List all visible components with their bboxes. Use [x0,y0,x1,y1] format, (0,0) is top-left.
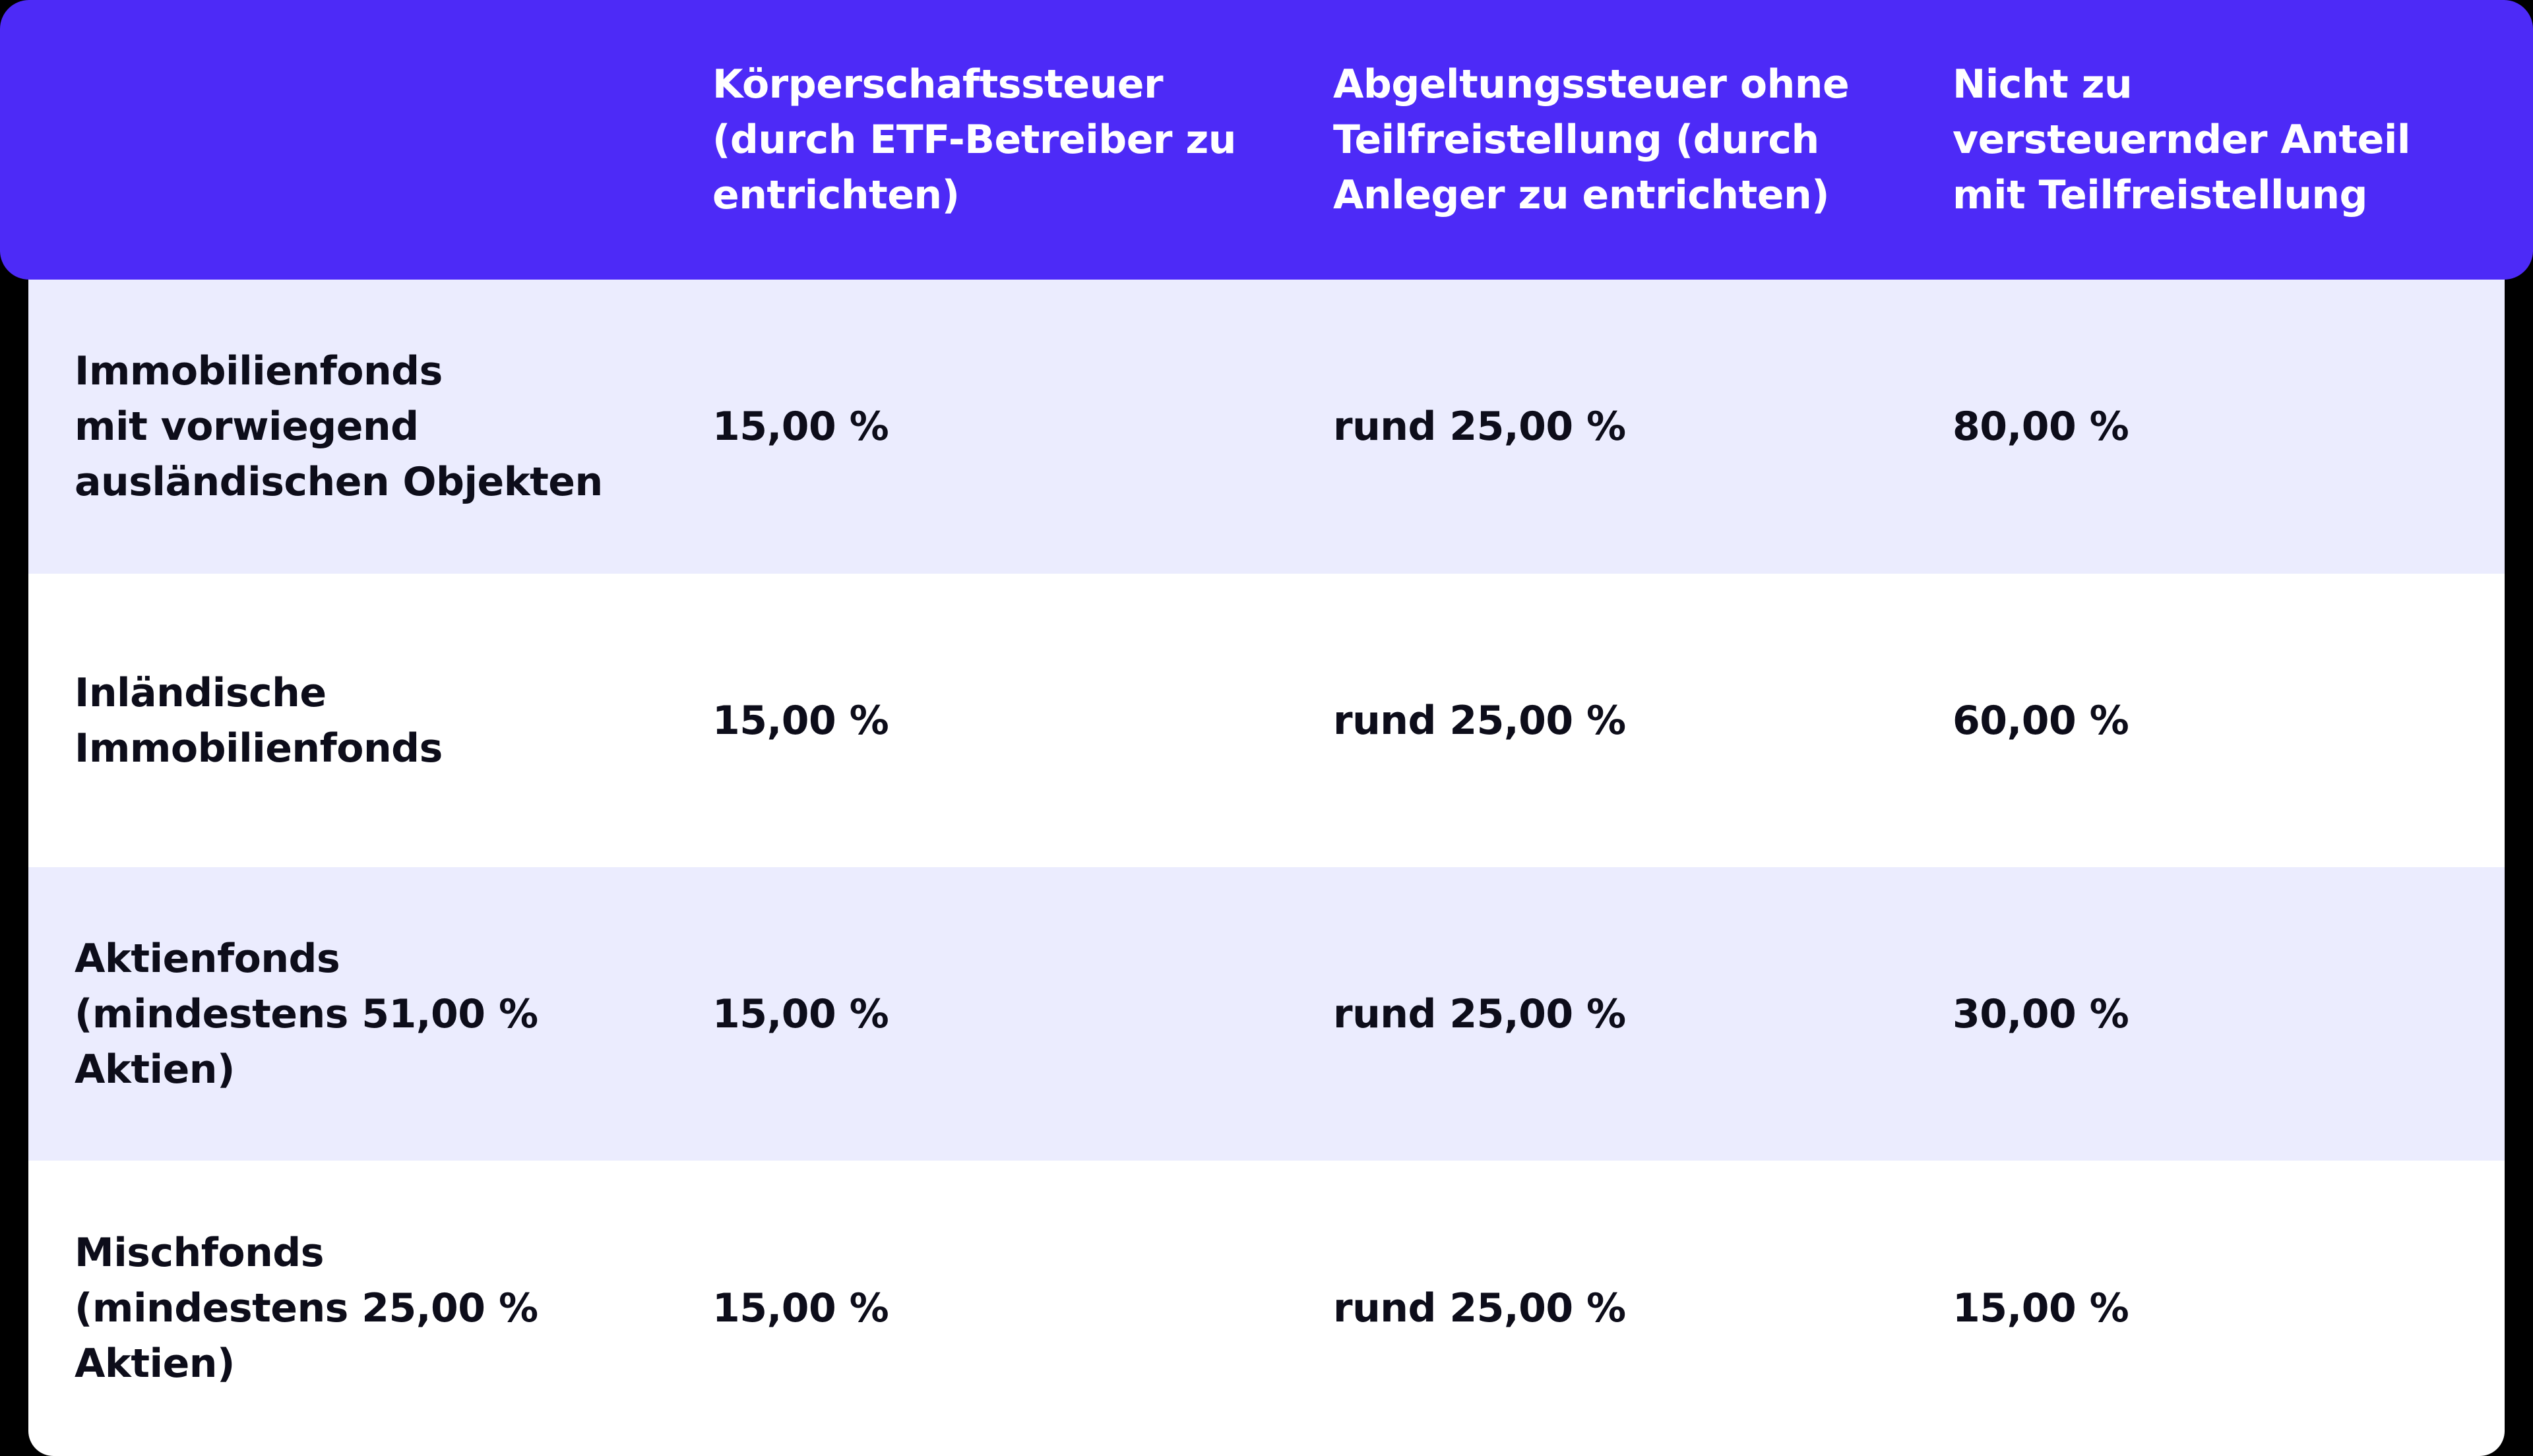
cell-abgeltungssteuer: rund 25,00 % [1333,404,1626,450]
table-row: Aktienfonds (mindestens 51,00 % Aktien) … [28,867,2505,1161]
table-row: Immobilienfonds mit vorwiegend ausländis… [28,251,2505,574]
cell-abgeltungssteuer: rund 25,00 % [1333,697,1626,744]
cell-abgeltungssteuer: rund 25,00 % [1333,1285,1626,1331]
row-label: Inländische Immobilienfonds [75,669,443,772]
table-body: Immobilienfonds mit vorwiegend ausländis… [28,251,2505,1456]
row-label: Mischfonds (mindestens 25,00 % Aktien) [75,1230,538,1387]
header-cell-abgeltungssteuer: Abgeltungssteuer ohne Teilfreistellung (… [1333,61,1850,218]
row-label: Immobilienfonds mit vorwiegend ausländis… [75,348,603,505]
cell-koerperschaftssteuer: 15,00 % [712,697,889,744]
cell-abgeltungssteuer: rund 25,00 % [1333,990,1626,1037]
cell-tax-free-share: 30,00 % [1953,990,2129,1037]
cell-tax-free-share: 80,00 % [1953,404,2129,450]
header-cell-tax-free-share: Nicht zu versteuernder Anteil mit Teilfr… [1953,61,2410,218]
cell-tax-free-share: 15,00 % [1953,1285,2129,1331]
cell-tax-free-share: 60,00 % [1953,697,2129,744]
table-row: Mischfonds (mindestens 25,00 % Aktien) 1… [28,1161,2505,1456]
cell-koerperschaftssteuer: 15,00 % [712,1285,889,1331]
cell-koerperschaftssteuer: 15,00 % [712,990,889,1037]
cell-koerperschaftssteuer: 15,00 % [712,404,889,450]
header-cell-koerperschaftssteuer: Körperschaftssteuer (durch ETF-Betreiber… [712,61,1237,218]
row-label: Aktienfonds (mindestens 51,00 % Aktien) [75,935,538,1093]
table-row: Inländische Immobilienfonds 15,00 % rund… [28,574,2505,867]
table-header: Körperschaftssteuer (durch ETF-Betreiber… [0,0,2533,280]
